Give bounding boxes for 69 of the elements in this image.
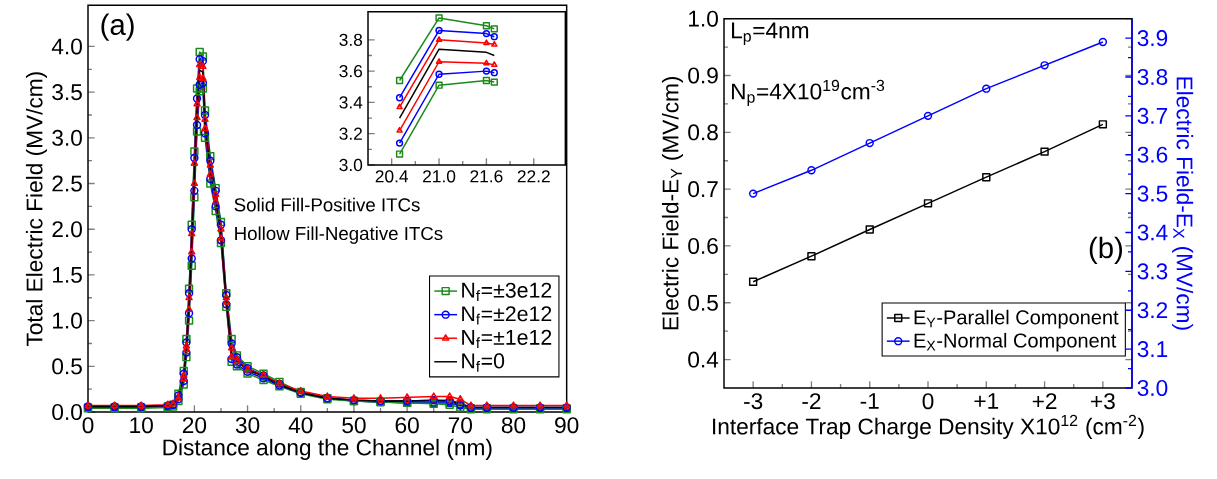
y-tick-label: 0.0 — [52, 403, 82, 421]
y-tick-label: 3.2 — [339, 127, 362, 140]
y2-tick-label: 3.0 — [1137, 379, 1168, 397]
y2-tick-label: 3.3 — [1137, 263, 1168, 280]
y-tick-label: 0.6 — [688, 237, 718, 254]
legend-label: E$_{Y}$-Parallel Component — [914, 309, 1119, 329]
x-tick-label: -1 — [860, 393, 879, 409]
x-tick-label: 50 — [342, 417, 366, 434]
x-tick-label: 10 — [130, 417, 153, 434]
y-tick-label: 0.5 — [52, 358, 82, 375]
x-tick-label: 22.2 — [517, 170, 550, 183]
x-tick-label: 60 — [395, 417, 419, 434]
annotation: (a) — [101, 13, 134, 41]
x-tick-label: +2 — [1032, 393, 1057, 409]
x-tick-label: 0 — [922, 393, 934, 410]
x-tick-label: -3 — [744, 393, 763, 410]
y2-tick-label: 3.9 — [1137, 30, 1168, 47]
annotation: Hollow Fill-Negative ITCs — [235, 226, 443, 244]
y-tick-label: 3.5 — [52, 84, 82, 101]
y2-tick-label: 3.5 — [1137, 185, 1168, 202]
legend-label: N$_{f}$=0 — [462, 353, 505, 372]
x-tick-label: 40 — [288, 417, 313, 434]
x-tick-label: 0 — [82, 417, 94, 434]
y-tick-label: 3.6 — [339, 64, 363, 78]
y-tick-label: 4.0 — [51, 38, 82, 55]
y-tick-label: 3.0 — [52, 129, 82, 146]
x-tick-label: 20.4 — [375, 170, 409, 183]
annotation: (b) — [1089, 236, 1122, 265]
y-tick-label: 2.0 — [52, 221, 82, 238]
x-tick-label: +1 — [974, 393, 999, 409]
y2-tick-label: 3.1 — [1137, 341, 1168, 358]
x-tick-label: 90 — [555, 417, 579, 434]
y-tick-label: 3.8 — [339, 33, 363, 46]
y-tick-label: 0.8 — [688, 124, 718, 141]
legend-label: E$_{X}$-Normal Component — [914, 332, 1117, 352]
y-tick-label: 0.7 — [688, 181, 718, 198]
y2-tick-label: 3.4 — [1137, 224, 1168, 241]
y-tick-label: 0.9 — [688, 67, 718, 84]
annotation: N$_{p}$=4X10$^{19}$cm$^{-3}$ — [732, 79, 885, 107]
legend-label: N$_{f}$=±2e12 — [462, 306, 552, 325]
y2-tick-label: 3.7 — [1137, 107, 1168, 124]
annotation: Solid Fill-Positive ITCs — [234, 197, 420, 212]
y2-axis-title: Electric Field-E$_{X}$ (MV/cm) — [1172, 77, 1194, 330]
x-tick-label: +3 — [1091, 393, 1115, 410]
x-tick-label: 30 — [235, 417, 260, 434]
x-tick-label: 21.6 — [470, 170, 503, 183]
x-tick-label: 21.0 — [423, 170, 456, 183]
x-tick-label: -2 — [802, 393, 821, 409]
y-tick-label: 1.0 — [53, 312, 82, 329]
legend-label: N$_{f}$=±3e12 — [462, 282, 552, 301]
y-tick-label: 1.5 — [53, 267, 82, 283]
y2-tick-label: 3.8 — [1137, 68, 1168, 86]
annotation: L$_{p}$=4nm — [732, 22, 809, 45]
y-axis-title: Electric Field-E$_{Y}$ (MV/cm) — [661, 76, 684, 330]
x-tick-label: 80 — [501, 417, 526, 434]
y-tick-label: 0.4 — [688, 351, 719, 368]
x-axis-title: Interface Trap Charge Density X10$^{12}$ (cm$^{-2}$) — [713, 414, 1144, 439]
x-axis-title: Distance along the Channel (nm) — [163, 438, 492, 460]
y-tick-label: 3.4 — [339, 96, 363, 109]
y2-tick-label: 3.2 — [1137, 302, 1168, 319]
y-tick-label: 3.0 — [339, 158, 363, 172]
y2-tick-label: 3.6 — [1137, 146, 1168, 163]
y-tick-label: 0.5 — [688, 294, 718, 311]
x-tick-label: 70 — [448, 417, 473, 434]
legend-label: N$_{f}$=±1e12 — [462, 329, 552, 349]
y-tick-label: 2.5 — [52, 175, 82, 192]
y-tick-label: 1.0 — [689, 10, 718, 27]
y-axis-title: Total Electric Field (MV/cm) — [25, 72, 48, 347]
x-tick-label: 20 — [182, 417, 207, 434]
